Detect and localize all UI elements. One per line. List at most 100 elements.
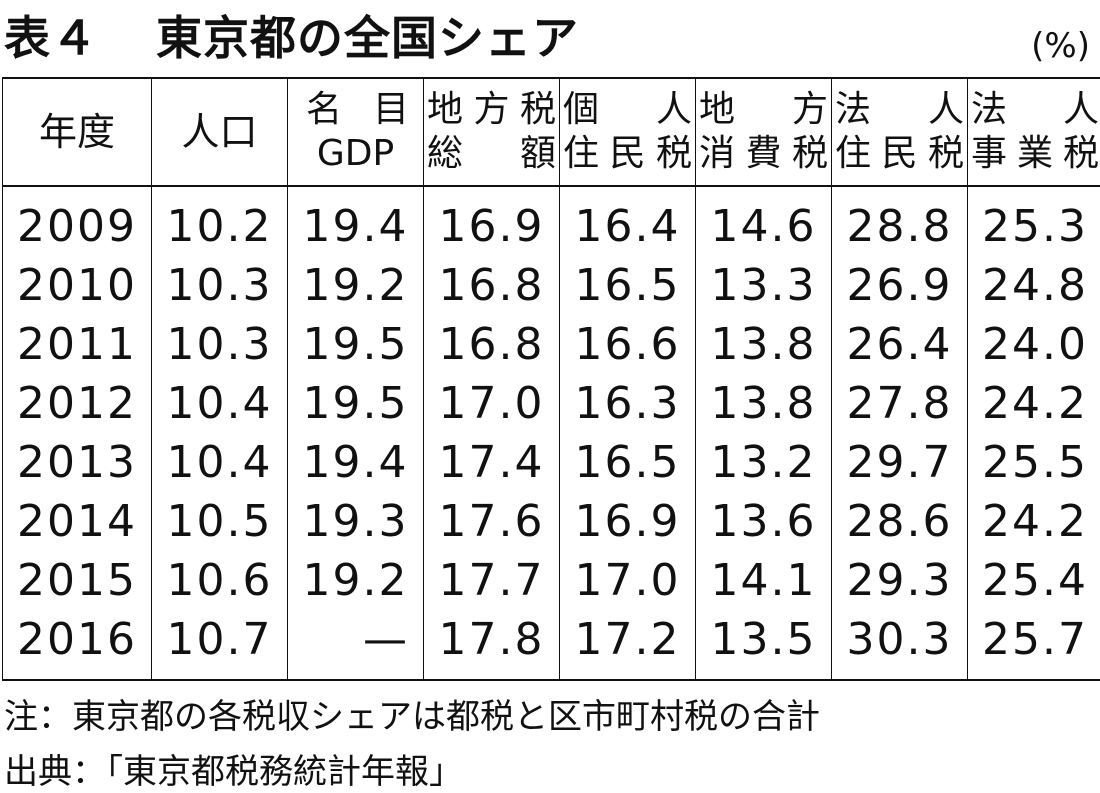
cell-corporate-enterprise-tax: 25.7 [968,610,1100,680]
header-local-tax-total-line2: 総 額 [424,132,559,176]
cell-year: 2009 [3,186,152,256]
header-individual-resident-tax-line2: 住民税 [560,132,695,176]
cell-local-tax-total: 16.9 [424,186,560,256]
header-corporate-resident-tax-line1: 法 人 [832,88,967,132]
header-local-consumption-tax-line2: 消費税 [696,132,831,176]
header-individual-resident-tax: 個 人住民税 [560,78,696,186]
cell-corporate-enterprise-tax: 24.0 [968,315,1100,374]
cell-population: 10.4 [152,433,288,492]
cell-year: 2015 [3,551,152,610]
cell-corporate-enterprise-tax: 25.3 [968,186,1100,256]
table-row: 2010 10.3 19.2 16.8 16.5 13.3 26.9 24.8 [3,256,1100,315]
header-local-tax-total: 地方税総 額 [424,78,560,186]
cell-year: 2011 [3,315,152,374]
cell-local-consumption-tax: 13.8 [696,315,832,374]
cell-corporate-resident-tax: 29.7 [832,433,968,492]
cell-corporate-resident-tax: 26.4 [832,315,968,374]
table-row: 2016 10.7 — 17.8 17.2 13.5 30.3 25.7 [3,610,1100,680]
header-population-label: 人口 [181,110,257,154]
cell-individual-resident-tax: 17.0 [560,551,696,610]
cell-population: 10.7 [152,610,288,680]
footnote: 注：東京都の各税収シェアは都税と区市町村税の合計 [4,689,820,738]
header-local-tax-total-line1: 地方税 [424,88,559,132]
header-population: 人口 [152,78,288,186]
cell-local-consumption-tax: 14.6 [696,186,832,256]
cell-corporate-enterprise-tax: 24.2 [968,492,1100,551]
header-local-consumption-tax-line1: 地 方 [696,88,831,132]
cell-year: 2016 [3,610,152,680]
cell-local-tax-total: 17.6 [424,492,560,551]
cell-corporate-enterprise-tax: 25.5 [968,433,1100,492]
cell-corporate-resident-tax: 29.3 [832,551,968,610]
cell-population: 10.2 [152,186,288,256]
cell-nominal-gdp: 19.5 [288,374,424,433]
cell-population: 10.5 [152,492,288,551]
cell-corporate-enterprise-tax: 24.8 [968,256,1100,315]
cell-nominal-gdp: 19.4 [288,186,424,256]
cell-year: 2010 [3,256,152,315]
cell-local-consumption-tax: 13.8 [696,374,832,433]
cell-year: 2013 [3,433,152,492]
header-nominal-gdp-line1: 名 目 [288,88,423,132]
table-title-text: 東京都の全国シェア [156,11,579,65]
cell-corporate-resident-tax: 28.6 [832,492,968,551]
cell-corporate-resident-tax: 30.3 [832,610,968,680]
cell-nominal-gdp: 19.4 [288,433,424,492]
header-nominal-gdp-line2: GDP [288,132,423,176]
cell-nominal-gdp: 19.2 [288,256,424,315]
header-corporate-enterprise-tax: 法 人事業税 [968,78,1100,186]
header-corporate-resident-tax-line2: 住民税 [832,132,967,176]
cell-year: 2014 [3,492,152,551]
cell-local-tax-total: 17.8 [424,610,560,680]
table-row: 2011 10.3 19.5 16.8 16.6 13.8 26.4 24.0 [3,315,1100,374]
cell-local-consumption-tax: 13.5 [696,610,832,680]
cell-local-consumption-tax: 13.3 [696,256,832,315]
cell-nominal-gdp: 19.5 [288,315,424,374]
table-number: 表４ [4,11,98,65]
header-individual-resident-tax-line1: 個 人 [560,88,695,132]
cell-nominal-gdp: 19.2 [288,551,424,610]
cell-corporate-enterprise-tax: 25.4 [968,551,1100,610]
table-row: 2013 10.4 19.4 17.4 16.5 13.2 29.7 25.5 [3,433,1100,492]
cell-local-tax-total: 17.7 [424,551,560,610]
cell-individual-resident-tax: 17.2 [560,610,696,680]
cell-local-consumption-tax: 13.2 [696,433,832,492]
cell-local-consumption-tax: 13.6 [696,492,832,551]
cell-corporate-resident-tax: 27.8 [832,374,968,433]
cell-individual-resident-tax: 16.4 [560,186,696,256]
header-corporate-enterprise-tax-line2: 事業税 [968,132,1100,176]
header-fiscal-year: 年度 [3,78,152,186]
table-title: 表４ 東京都の全国シェア [4,2,579,68]
cell-population: 10.3 [152,315,288,374]
unit-label: (%) [1031,26,1090,66]
cell-local-tax-total: 17.4 [424,433,560,492]
cell-population: 10.3 [152,256,288,315]
cell-population: 10.4 [152,374,288,433]
table-row: 2014 10.5 19.3 17.6 16.9 13.6 28.6 24.2 [3,492,1100,551]
cell-nominal-gdp: — [288,610,424,680]
cell-individual-resident-tax: 16.3 [560,374,696,433]
cell-corporate-resident-tax: 26.9 [832,256,968,315]
cell-local-tax-total: 16.8 [424,315,560,374]
table-row: 2012 10.4 19.5 17.0 16.3 13.8 27.8 24.2 [3,374,1100,433]
cell-individual-resident-tax: 16.5 [560,433,696,492]
cell-local-consumption-tax: 14.1 [696,551,832,610]
cell-individual-resident-tax: 16.6 [560,315,696,374]
cell-individual-resident-tax: 16.5 [560,256,696,315]
table-row: 2009 10.2 19.4 16.9 16.4 14.6 28.8 25.3 [3,186,1100,256]
header-fiscal-year-label: 年度 [39,110,115,154]
cell-nominal-gdp: 19.3 [288,492,424,551]
cell-corporate-enterprise-tax: 24.2 [968,374,1100,433]
table-row: 2015 10.6 19.2 17.7 17.0 14.1 29.3 25.4 [3,551,1100,610]
header-local-consumption-tax: 地 方消費税 [696,78,832,186]
cell-population: 10.6 [152,551,288,610]
cell-individual-resident-tax: 16.9 [560,492,696,551]
source-citation: 出典：「東京都税務統計年報」 [4,744,463,793]
cell-local-tax-total: 16.8 [424,256,560,315]
cell-local-tax-total: 17.0 [424,374,560,433]
header-corporate-enterprise-tax-line1: 法 人 [968,88,1100,132]
cell-year: 2012 [3,374,152,433]
